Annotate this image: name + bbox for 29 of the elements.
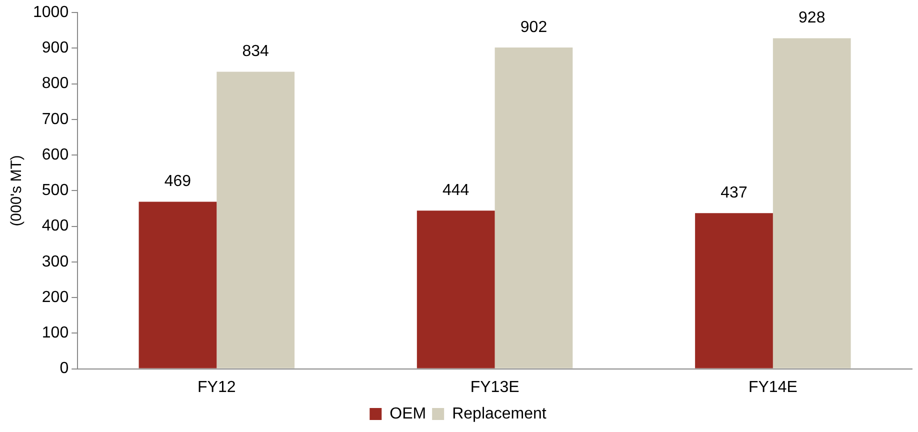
y-tick-label: 0: [60, 360, 69, 378]
y-tick-label: 600: [42, 146, 69, 164]
data-label: 834: [242, 43, 270, 60]
legend-label: Replacement: [452, 405, 547, 422]
bar: [695, 213, 773, 368]
data-label: 444: [442, 182, 470, 200]
x-tick-label: FY14E: [748, 378, 798, 396]
y-tick-label: 700: [42, 110, 69, 128]
x-tick-label: FY13E: [470, 378, 520, 396]
y-axis-title: (000's MT): [8, 155, 26, 226]
data-label: 437: [720, 184, 748, 202]
bar: [216, 72, 295, 368]
y-tick-label: 1000: [33, 4, 69, 22]
bar: [138, 202, 217, 368]
y-tick-label: 800: [42, 75, 69, 92]
y-tick-label: 300: [42, 253, 69, 270]
y-tick-label: 400: [42, 218, 69, 235]
y-tick-label: 200: [42, 288, 69, 306]
data-label: 902: [520, 18, 548, 36]
y-tick-label: 500: [42, 182, 69, 200]
legend-label: OEM: [390, 405, 426, 422]
x-tick-label: FY12: [198, 378, 236, 396]
data-label: 469: [164, 173, 192, 190]
bar: [494, 48, 573, 368]
y-tick-label: 900: [42, 40, 69, 57]
data-label: 928: [798, 10, 826, 27]
y-tick-label: 100: [42, 324, 69, 342]
bar: [772, 38, 851, 368]
bar: [416, 210, 495, 368]
